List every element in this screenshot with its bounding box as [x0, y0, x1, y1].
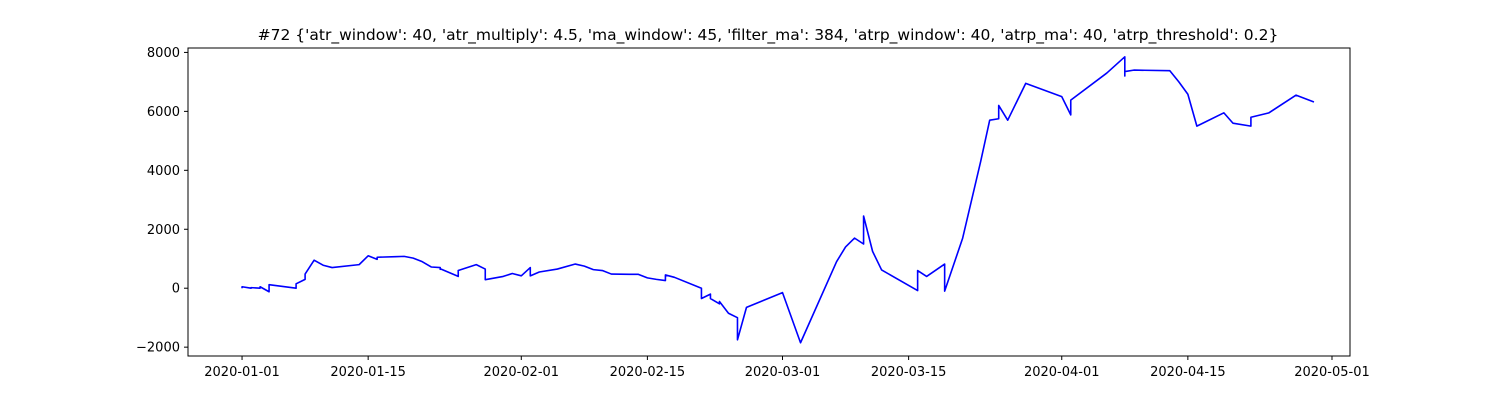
x-tick-label: 2020-02-01: [484, 365, 560, 380]
y-tick-label: 2000: [147, 223, 180, 238]
plot-area: [241, 56, 1315, 344]
x-tick-label: 2020-04-15: [1150, 365, 1226, 380]
x-tick-label: 2020-01-15: [330, 365, 406, 380]
axes: 2020-01-01 2020-01-15 2020-02-01 2020-02-15…: [136, 46, 1370, 380]
x-tick-label: 2020-02-15: [610, 365, 686, 380]
y-tick-label: 0: [172, 282, 180, 297]
y-tick-label: −2000: [136, 341, 180, 356]
x-tick-label: 2020-04-01: [1024, 365, 1100, 380]
chart-title: #72 {'atr_window': 40, 'atr_multiply': 4…: [258, 26, 1279, 45]
y-tick-label: 4000: [147, 164, 180, 179]
x-tick-label: 2020-03-01: [745, 365, 821, 380]
x-tick-label: 2020-05-01: [1294, 365, 1370, 380]
series-line-1: [241, 56, 1315, 344]
x-tick-label: 2020-01-01: [204, 365, 280, 380]
y-tick-label: 8000: [147, 46, 180, 61]
axes-frame: [187, 47, 1351, 357]
y-tick-label: 6000: [147, 105, 180, 120]
x-tick-label: 2020-03-15: [871, 365, 947, 380]
